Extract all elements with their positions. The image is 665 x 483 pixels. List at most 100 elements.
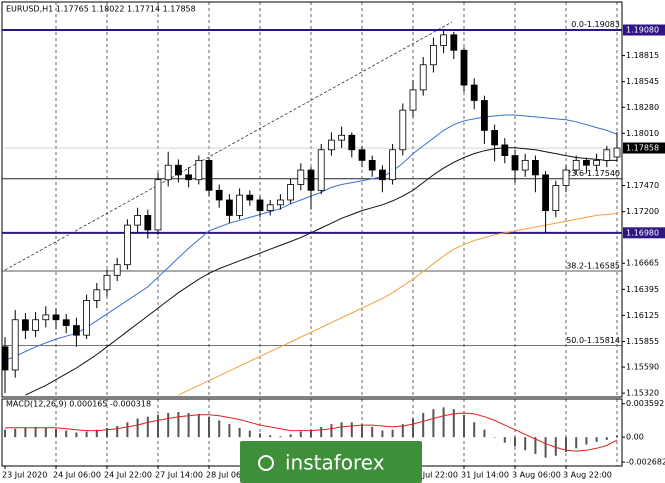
x-tick-label: 27 Jul 14:00: [155, 471, 203, 480]
candle-body: [246, 194, 254, 201]
candle-body: [307, 169, 315, 191]
candle-body: [450, 34, 458, 51]
x-tick-label: 3 Aug 06:00: [512, 471, 561, 480]
x-tick-label: 24 Jul 06:00: [53, 471, 101, 480]
macd-bar: [381, 430, 384, 438]
candle-body: [470, 84, 478, 101]
macd-bar: [340, 422, 343, 438]
moving-average: [178, 213, 618, 396]
candle-body: [440, 34, 448, 46]
macd-bar: [269, 435, 272, 438]
macd-bar: [463, 414, 465, 438]
candle-body: [358, 149, 366, 161]
macd-bar: [146, 416, 149, 438]
y-tick-label: 1.15590: [626, 363, 659, 372]
macd-bar: [616, 435, 618, 438]
candle-body: [511, 155, 519, 171]
candle-body: [593, 159, 600, 166]
y-tick-label: 0.003592: [626, 399, 664, 408]
macd-bar: [44, 427, 47, 438]
macd-bar: [228, 424, 231, 438]
x-tick-label: 31 Jul 14:00: [461, 471, 509, 480]
macd-bar: [524, 437, 527, 451]
candle-body: [42, 314, 50, 321]
candle-body: [389, 149, 397, 181]
y-tick-label: -0.002682: [626, 458, 665, 467]
price-label: 1.17858: [626, 144, 659, 153]
candle-body: [348, 134, 356, 151]
macd-bar: [116, 425, 119, 438]
x-tick-label: 3 Aug 22:00: [563, 471, 612, 480]
macd-bar: [605, 437, 608, 440]
macd-bar: [320, 426, 323, 438]
macd-bar: [412, 418, 414, 438]
candle-body: [562, 169, 570, 186]
candle-body: [185, 174, 193, 181]
candle-body: [164, 164, 172, 181]
y-tick-label: 1.16395: [626, 285, 659, 294]
macd-bar: [452, 409, 455, 438]
macd-bar: [95, 429, 98, 438]
macd-bar: [483, 429, 486, 438]
macd-bar: [514, 437, 516, 447]
macd-bar: [279, 436, 282, 438]
candle-body: [297, 169, 305, 185]
macd-bar: [126, 422, 129, 438]
watermark-icon: [258, 455, 274, 471]
price-label: 1.19080: [626, 26, 659, 35]
macd-bar: [85, 431, 88, 438]
macd-bar: [575, 437, 578, 449]
macd-bar: [299, 431, 302, 438]
macd-bar: [554, 437, 557, 456]
macd-bar: [24, 427, 27, 438]
watermark: instaforex: [240, 441, 422, 483]
watermark-bg: [240, 441, 422, 483]
candle-body: [338, 134, 346, 141]
macd-bar: [422, 412, 425, 438]
macd-bar: [391, 429, 394, 438]
candle-body: [195, 159, 203, 181]
macd-bar: [14, 428, 17, 438]
fib-label: 50.0-1.15814: [566, 336, 620, 345]
candle-body: [429, 45, 437, 66]
macd-bar: [177, 412, 180, 438]
price-label-box: [623, 227, 665, 239]
candle-body: [154, 179, 162, 231]
macd-bar: [289, 434, 292, 438]
chart-title: EURUSD,H1 1.17765 1.18022 1.17714 1.1785…: [6, 5, 196, 14]
watermark-text: instaforex: [285, 451, 385, 475]
candle-body: [521, 159, 529, 171]
candle-body: [317, 149, 325, 191]
macd-bar: [310, 429, 312, 438]
candle-body: [1, 346, 9, 371]
macd-bar: [157, 414, 159, 438]
moving-average: [25, 147, 617, 396]
candle-body: [572, 159, 580, 171]
trend-line: [4, 21, 453, 271]
macd-bar: [473, 422, 476, 438]
candle-body: [327, 139, 335, 151]
candle-body: [113, 264, 121, 276]
candle-body: [62, 319, 70, 326]
price-label-box: [623, 24, 665, 36]
macd-bar: [401, 424, 404, 438]
candle-body: [21, 319, 29, 331]
candle-body: [205, 159, 213, 191]
macd-bar: [167, 412, 170, 438]
macd-bar: [106, 427, 108, 438]
y-tick-label: 0.00: [626, 433, 644, 442]
y-tick-label: 1.16665: [626, 259, 659, 268]
y-tick-label: 1.18545: [626, 77, 659, 86]
candle-body: [399, 109, 407, 151]
candle-body: [613, 147, 621, 158]
macd-bar: [544, 437, 547, 458]
x-tick-label: 24 Jul 22:00: [104, 471, 152, 480]
candle-body: [236, 194, 244, 216]
candle-body: [532, 159, 539, 176]
macd-bar: [197, 413, 200, 438]
candle-body: [501, 144, 509, 156]
macd-bar: [493, 437, 496, 438]
candle-body: [11, 319, 19, 371]
